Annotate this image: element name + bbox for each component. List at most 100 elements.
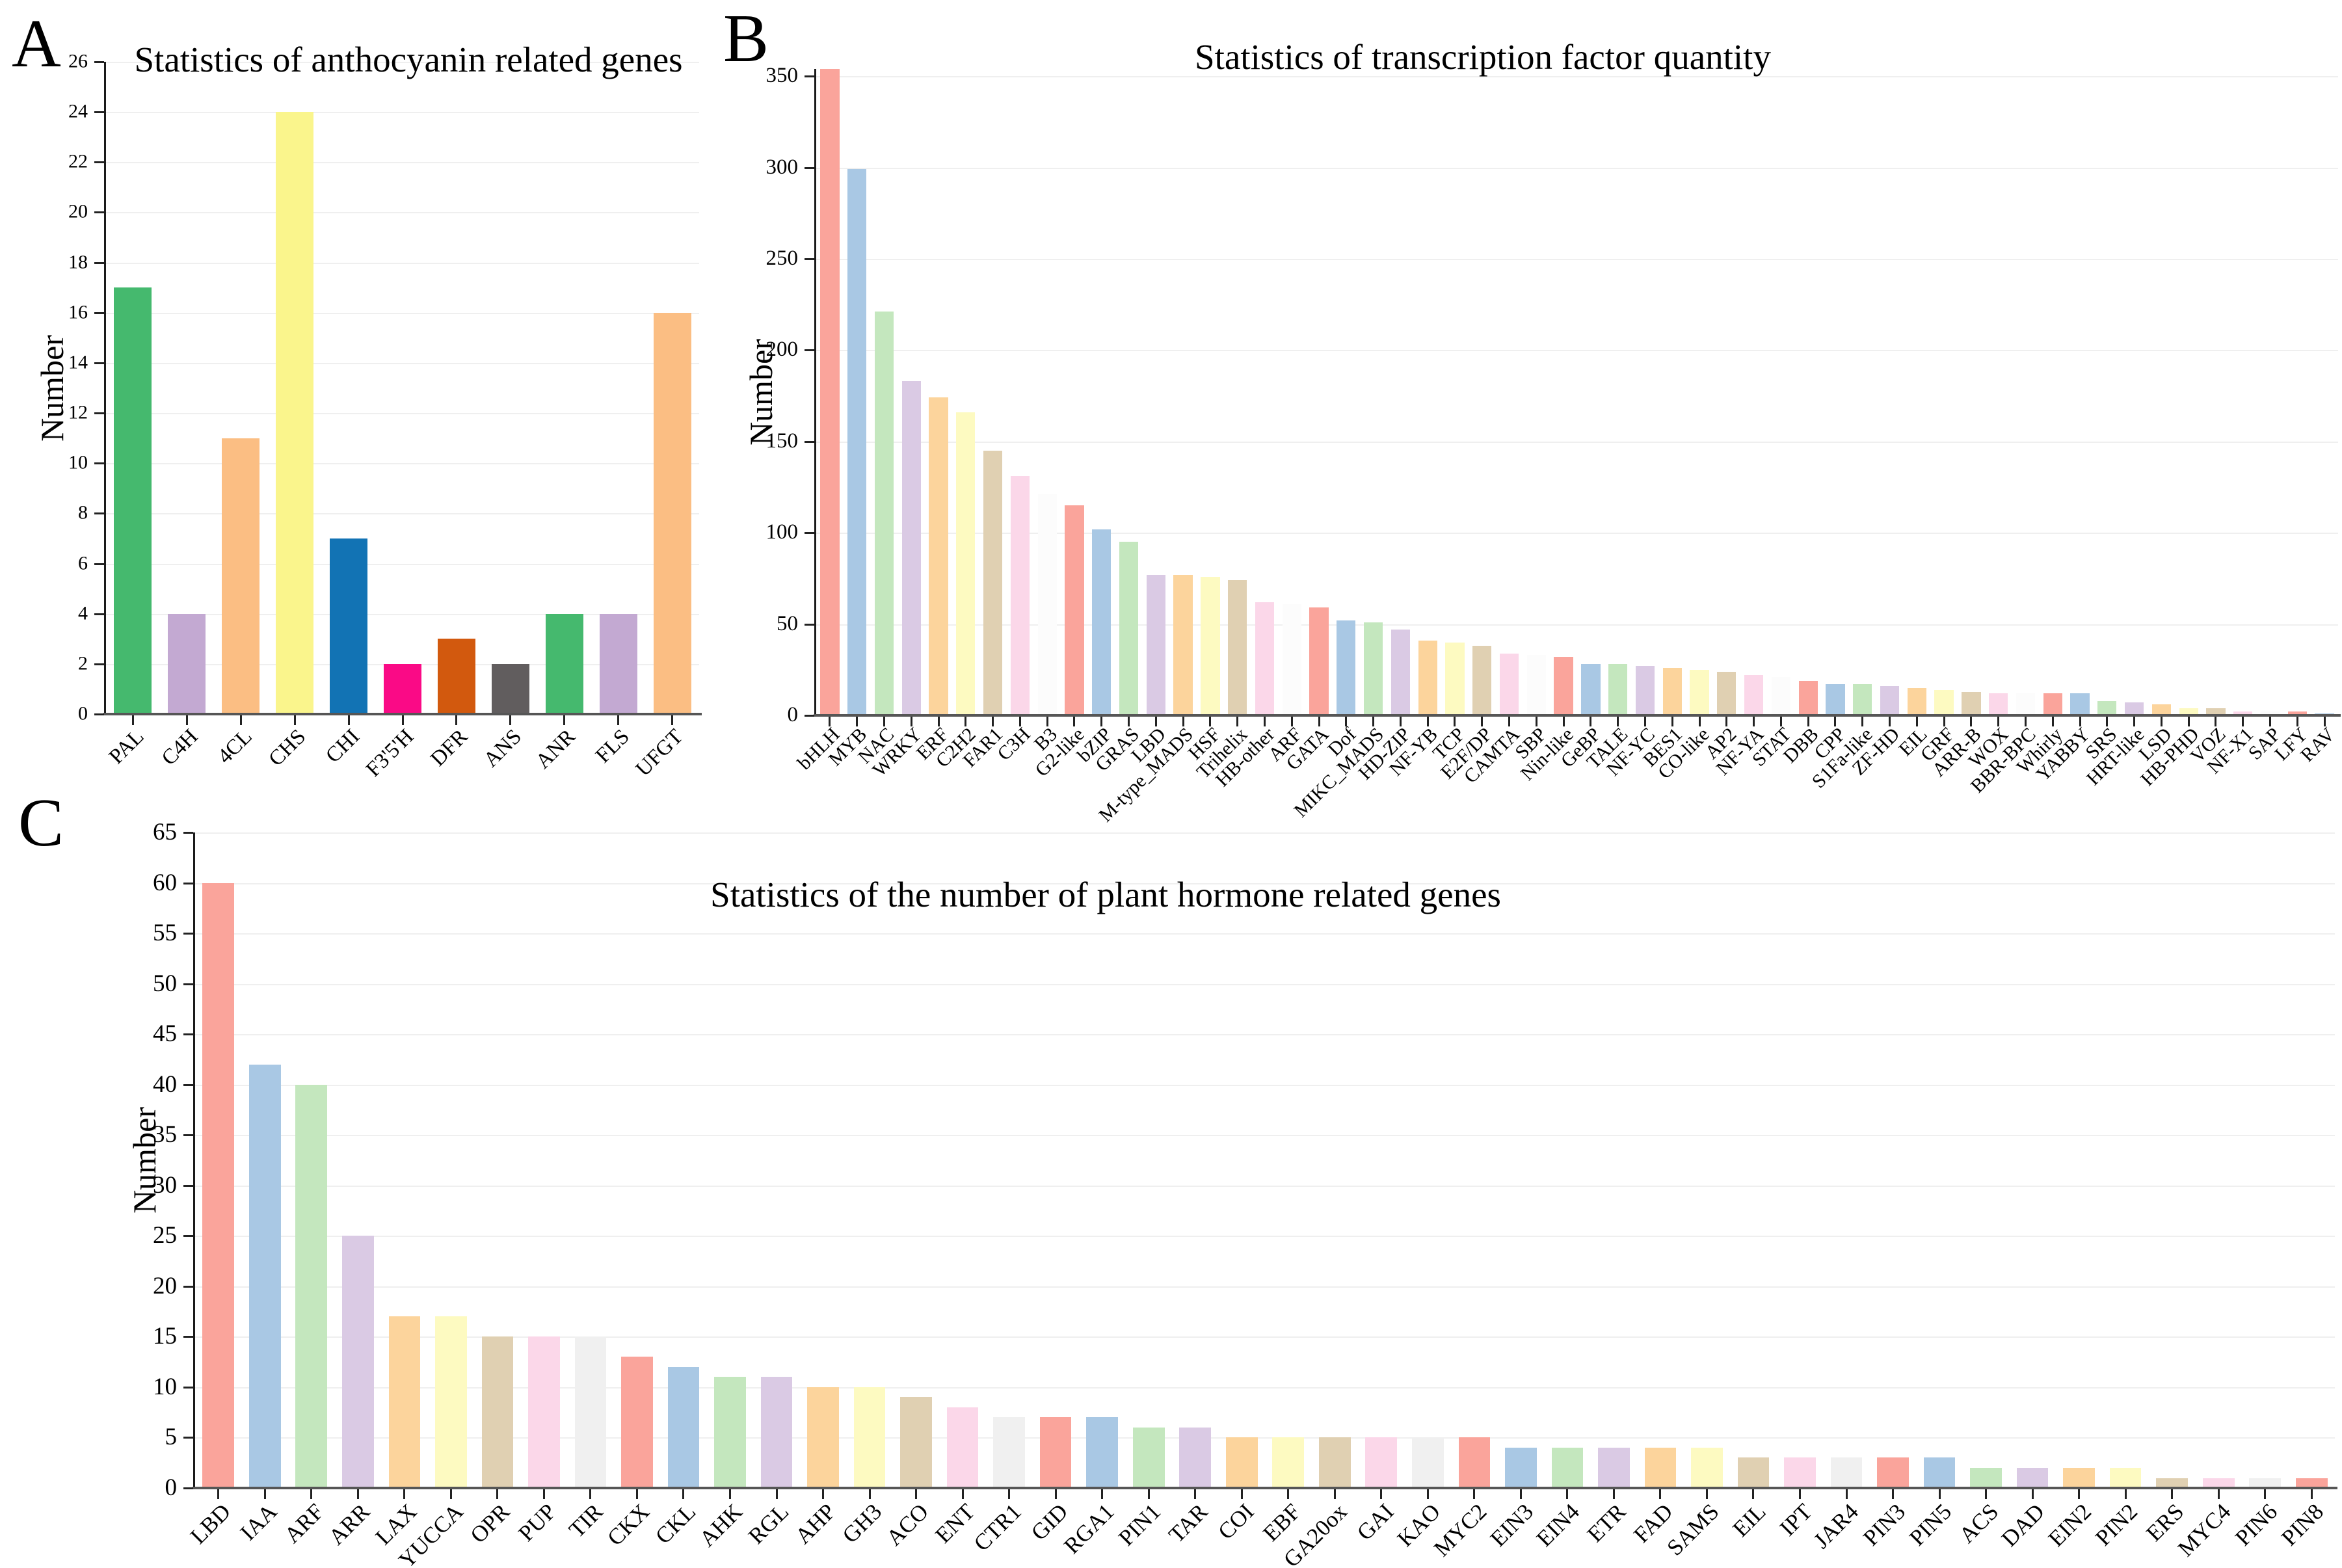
bar-PIN1 <box>1132 1427 1165 1488</box>
y-tick-label: 350 <box>765 64 799 88</box>
x-tick-mark <box>217 1489 220 1499</box>
gridline <box>106 112 699 114</box>
x-tick-mark <box>883 717 885 726</box>
x-tick-mark <box>1473 1489 1476 1499</box>
x-tick-mark <box>1263 717 1266 726</box>
bar-ACS <box>1970 1468 2002 1488</box>
y-tick-mark <box>805 715 814 717</box>
bar-ARF <box>1282 604 1301 715</box>
x-tick-label: ACO <box>881 1498 933 1551</box>
bar-SRS <box>2097 700 2117 715</box>
y-tick-mark <box>805 440 814 443</box>
x-tick-mark <box>635 1489 638 1499</box>
x-tick-label: EIN4 <box>1531 1498 1585 1552</box>
panel-label-b: B <box>723 0 769 76</box>
gridline <box>106 513 699 515</box>
bar-EBF <box>1272 1437 1305 1488</box>
x-tick-mark <box>1154 717 1157 726</box>
bar-CKL <box>667 1366 700 1488</box>
y-tick-label: 2 <box>78 652 88 674</box>
y-tick-mark <box>94 512 104 515</box>
bar-CPP <box>1826 684 1845 715</box>
bar-TALE <box>1608 664 1628 715</box>
bar-E2F/DP <box>1472 646 1492 715</box>
x-tick-mark <box>1182 717 1184 726</box>
gridline <box>195 1336 2335 1338</box>
bar-PIN8 <box>2295 1478 2328 1488</box>
bar-DFR <box>437 639 475 714</box>
x-tick-mark <box>1101 1489 1104 1499</box>
x-tick-mark <box>1997 717 2000 726</box>
bar-YABBY <box>2070 693 2090 715</box>
x-tick-label: CHI <box>321 724 365 768</box>
bar-COI <box>1225 1437 1258 1488</box>
x-tick-label: EIL <box>1727 1498 1771 1542</box>
bar-FLS <box>599 613 637 714</box>
x-tick-mark <box>2024 717 2027 726</box>
y-tick-label: 0 <box>787 702 799 726</box>
x-tick-label: DFR <box>426 724 472 771</box>
bar-C2H2 <box>956 412 976 715</box>
x-tick-label: SAMS <box>1662 1498 1724 1561</box>
y-tick-mark <box>94 563 104 565</box>
x-tick-label: PUP <box>513 1498 561 1547</box>
bar-HRT-like <box>2124 702 2144 715</box>
x-tick-mark <box>1147 1489 1150 1499</box>
x-tick-mark <box>1318 717 1320 726</box>
x-tick-mark <box>1915 717 1918 726</box>
y-tick-label: 20 <box>153 1272 177 1299</box>
chart-a-y-axis-label: Number <box>34 335 70 442</box>
bar-DAD <box>2016 1468 2049 1488</box>
chart-c-plot-area: 0 5 10 15 20 25 30 35 40 45 50 55 60 65 LBD IAA ARF ARR LA… <box>153 820 2337 1568</box>
y-tick-label: 45 <box>153 1020 177 1047</box>
y-tick-mark <box>183 1235 193 1238</box>
y-tick-mark <box>183 832 193 834</box>
y-tick-mark <box>183 1033 193 1036</box>
x-tick-mark <box>1752 1489 1755 1499</box>
bar-MYC2 <box>1458 1437 1491 1488</box>
x-tick-mark <box>1643 717 1646 726</box>
x-tick-mark <box>1892 1489 1895 1499</box>
bar-BES1 <box>1662 668 1682 715</box>
y-tick-mark <box>805 166 814 169</box>
bar-GeBP <box>1581 664 1601 715</box>
y-tick-mark <box>94 211 104 214</box>
y-tick-mark <box>94 663 104 665</box>
bar-AHP <box>807 1387 839 1488</box>
bar-IAA <box>248 1064 281 1488</box>
x-axis-line <box>814 714 2341 717</box>
bar-GID <box>1039 1417 1072 1488</box>
bar-M-type_MADS <box>1173 574 1193 715</box>
x-tick-mark <box>1399 717 1402 726</box>
bar-TAR <box>1179 1427 1212 1488</box>
gridline <box>195 832 2335 834</box>
y-tick-label: 26 <box>68 50 88 72</box>
x-tick-mark <box>2124 1489 2127 1499</box>
bar-4CL <box>222 438 260 714</box>
x-tick-mark <box>509 715 512 725</box>
x-tick-label: UFGT <box>632 724 688 781</box>
y-tick-mark <box>94 161 104 164</box>
y-tick-label: 50 <box>153 970 177 997</box>
x-tick-mark <box>1100 717 1103 726</box>
x-tick-label: PIN3 <box>1857 1498 1910 1551</box>
bar-IPT <box>1784 1457 1816 1488</box>
y-tick-mark <box>94 312 104 314</box>
bar-EIL <box>1737 1457 1770 1488</box>
bar-Nin-like <box>1554 657 1573 715</box>
x-tick-label: PIN8 <box>2276 1498 2329 1551</box>
y-tick-mark <box>183 1184 193 1187</box>
bar-PIN6 <box>2249 1478 2282 1488</box>
x-tick-mark <box>2051 717 2054 726</box>
bar-C4H <box>168 613 206 714</box>
x-tick-mark <box>2296 717 2298 726</box>
y-tick-mark <box>183 933 193 935</box>
y-tick-label: 35 <box>153 1121 177 1148</box>
x-tick-mark <box>1671 717 1673 726</box>
bar-EIL <box>1907 687 1926 715</box>
x-tick-mark <box>1345 717 1348 726</box>
x-tick-mark <box>856 717 858 726</box>
x-tick-mark <box>542 1489 545 1499</box>
gridline <box>816 533 2338 535</box>
x-tick-mark <box>1073 717 1076 726</box>
